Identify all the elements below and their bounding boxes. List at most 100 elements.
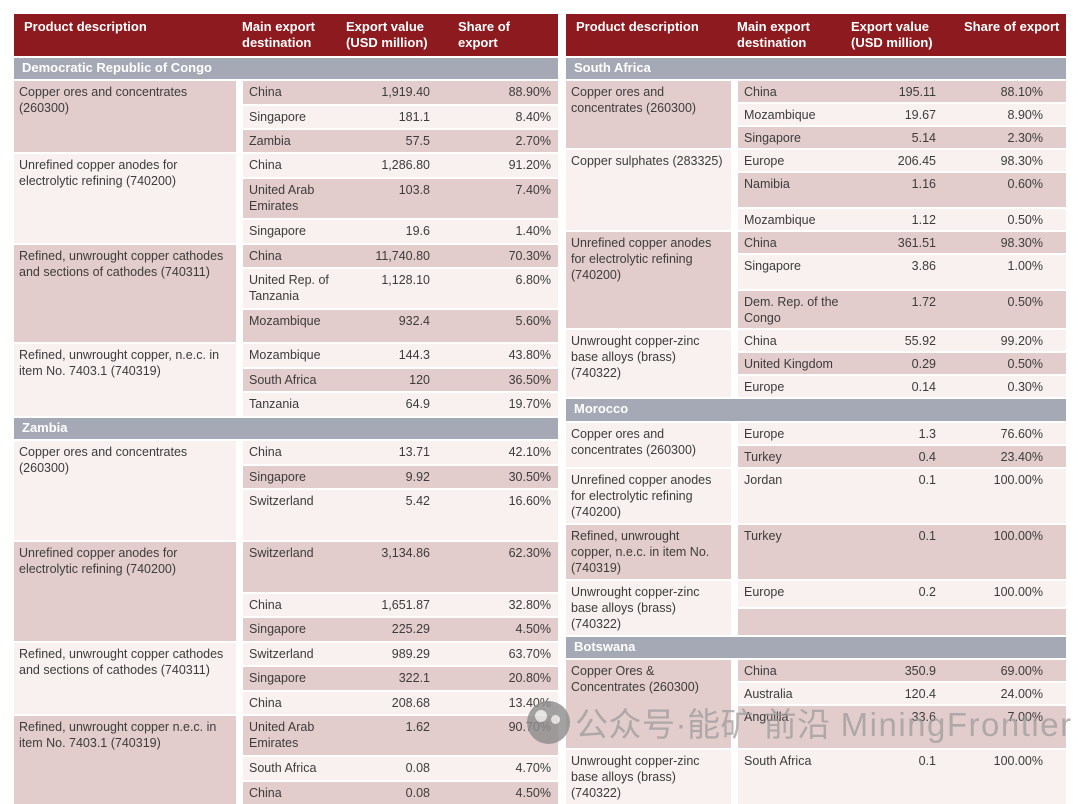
value-cell: 1,128.10 [340,266,452,309]
share-cell: 19.70% [452,391,558,416]
column-header: Share of export [958,14,1066,56]
table-row: Singapore 181.1 8.40% [14,103,558,128]
value-cell: 11,740.80 [340,242,452,267]
destination-cell: China [731,79,845,103]
share-cell: 4.50% [452,616,558,641]
destination-cell: Europe [731,148,845,172]
product-cell: Copper ores and concentrates (260300) [566,79,731,149]
value-cell: 1.3 [845,420,958,444]
table-row: China 1,651.87 32.80% [14,592,558,617]
share-cell: 8.40% [452,103,558,128]
section-header: Morocco [566,397,1066,421]
section-header: Democratic Republic of Congo [14,55,558,80]
value-cell: 0.14 [845,374,958,398]
share-cell: 13.40% [452,689,558,715]
value-cell: 19.6 [340,218,452,243]
table-row: Singapore 3.86 1.00% [566,253,1066,290]
value-cell: 3.86 [845,253,958,290]
destination-cell: Mozambique [236,342,340,367]
destination-cell: United Rep. of Tanzania [236,266,340,309]
share-cell: 88.90% [452,79,558,104]
product-cell: Copper ores and concentrates (260300) [14,439,236,540]
destination-cell: Singapore [236,665,340,690]
table-row: Unwrought copper-zinc base alloys (brass… [566,578,1066,635]
table-row: United Arab Emirates 103.8 7.40% [14,176,558,219]
share-cell: 24.00% [958,681,1066,705]
export-table-right: Product description Main export destinati… [566,14,1066,804]
value-cell: 5.14 [845,125,958,149]
share-cell: 0.30% [958,374,1066,398]
share-cell: 43.80% [452,342,558,367]
header-row: Product description Main export destinati… [566,14,1066,56]
product-cell: Unrefined copper anodes for electrolytic… [14,540,236,641]
destination-cell: Singapore [236,463,340,488]
destination-cell: Anguilla [731,704,845,749]
share-cell: 7.00% [958,704,1066,749]
share-cell: 63.70% [452,640,558,666]
value-cell: 55.92 [845,328,958,352]
product-cell: Unwrought copper-zinc base alloys (brass… [566,328,731,398]
destination-cell: Europe [731,420,845,444]
share-cell: 62.30% [452,540,558,592]
destination-cell: Turkey [731,443,845,467]
product-cell: Refined, unwrought copper cathodes and s… [14,640,236,715]
product-cell: Refined, unwrought copper, n.e.c. in ite… [14,342,236,416]
section-header-row: Zambia [14,415,558,440]
table-row: Europe 0.14 0.30% [566,374,1066,398]
destination-cell: Tanzania [236,391,340,416]
table-row: Switzerland 5.42 16.60% [14,488,558,540]
destination-cell: Europe [731,374,845,398]
value-cell: 0.08 [340,779,452,804]
column-header: Share of export [452,14,558,56]
table-row: Mozambique 19.67 8.90% [566,102,1066,126]
table-row: Mozambique 1.12 0.50% [566,207,1066,231]
value-cell: 9.92 [340,463,452,488]
destination-cell: China [236,592,340,617]
value-cell: 932.4 [340,308,452,343]
product-cell: Refined, unwrought copper cathodes and s… [14,242,236,343]
destination-cell: Singapore [731,253,845,290]
value-cell: 0.1 [845,522,958,579]
table-row: Tanzania 64.9 19.70% [14,391,558,416]
value-cell: 208.68 [340,689,452,715]
share-cell: 5.60% [452,308,558,343]
value-cell: 1,919.40 [340,79,452,104]
table-row: Mozambique 932.4 5.60% [14,308,558,343]
value-cell: 195.11 [845,79,958,103]
value-cell: 1,651.87 [340,592,452,617]
table-row: Dem. Rep. of the Congo 1.72 0.50% [566,289,1066,329]
table-row: Turkey 0.4 23.40% [566,443,1066,467]
share-cell: 90.70% [452,714,558,756]
destination-cell: Mozambique [731,207,845,231]
destination-cell: Mozambique [731,102,845,126]
section-header: Zambia [14,415,558,440]
value-cell: 0.4 [845,443,958,467]
destination-cell: South Africa [236,366,340,392]
destination-cell: Europe [731,578,845,607]
share-cell: 100.00% [958,578,1066,607]
share-cell: 1.40% [452,218,558,243]
product-cell: Copper sulphates (283325) [566,148,731,231]
table-row: Copper ores and concentrates (260300) Chi… [566,79,1066,149]
section-header-row: South Africa [566,55,1066,80]
export-tables: Product description Main export destinati… [14,14,1066,804]
value-cell: 144.3 [340,342,452,367]
share-cell: 7.40% [452,176,558,219]
destination-cell: China [236,689,340,715]
value-cell: 350.9 [845,658,958,682]
value-cell: 0.1 [845,466,958,523]
product-cell: Refined, unwrought copper n.e.c. in item… [14,714,236,804]
share-cell: 100.00% [958,748,1066,804]
share-cell: 70.30% [452,242,558,267]
table-row: Copper ores and concentrates (260300) Eur… [566,420,1066,467]
table-row: Singapore 5.14 2.30% [566,125,1066,149]
share-cell: 1.00% [958,253,1066,290]
destination-cell: Jordan [731,466,845,523]
destination-cell: Turkey [731,522,845,579]
value-cell: 0.29 [845,351,958,375]
share-cell: 20.80% [452,665,558,690]
share-cell: 76.60% [958,420,1066,444]
table-row: Unwrought copper-zinc base alloys (brass… [566,328,1066,398]
value-cell: 1.62 [340,714,452,756]
share-cell: 99.20% [958,328,1066,352]
